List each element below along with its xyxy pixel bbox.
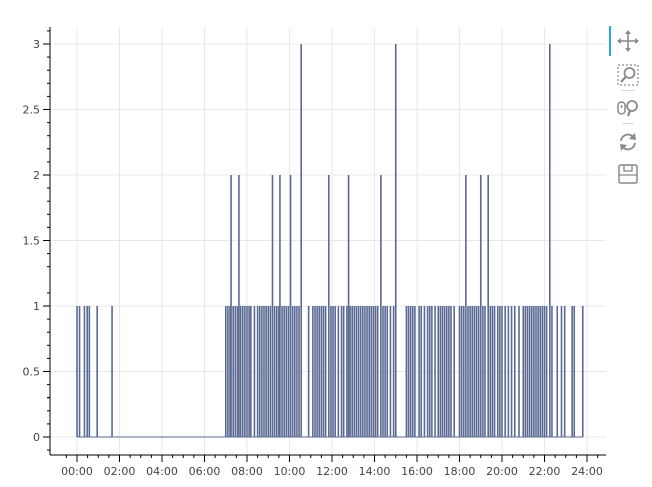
x-tick-label: 20:00 (486, 465, 518, 478)
y-tick-label: 1.5 (23, 235, 41, 248)
x-tick-label: 18:00 (444, 465, 476, 478)
y-tick-label: 0.5 (23, 366, 41, 379)
x-tick-label: 16:00 (401, 465, 433, 478)
box-zoom-icon (617, 64, 639, 86)
x-tick-label: 08:00 (231, 465, 263, 478)
pan-icon (617, 30, 639, 52)
spike-chart: 0 0.5 1 1.5 2 2.5 3 00:00 02:00 04:00 06:00 08:00 1… (22, 27, 606, 478)
toolbar-separator (622, 123, 634, 124)
reset-tool-button[interactable] (616, 130, 640, 154)
x-tick-label: 02:00 (104, 465, 136, 478)
pan-tool-button[interactable] (616, 29, 640, 53)
x-tick-label: 10:00 (274, 465, 306, 478)
spike-series[interactable] (76, 44, 584, 438)
toolbar-separator (622, 90, 634, 91)
y-axis: 0 0.5 1 1.5 2 2.5 3 (23, 27, 51, 455)
x-axis: 00:00 02:00 04:00 06:00 08:00 10:00 12:00 14:00… (50, 454, 606, 478)
x-tick-label: 06:00 (189, 465, 221, 478)
x-tick-label: 14:00 (359, 465, 391, 478)
x-tick-label: 00:00 (61, 465, 93, 478)
x-tick-label: 12:00 (316, 465, 348, 478)
x-tick-label: 22:00 (529, 465, 561, 478)
box-zoom-tool-button[interactable] (616, 63, 640, 87)
wheel-zoom-icon (617, 100, 638, 117)
wheel-zoom-tool-button[interactable] (616, 96, 640, 120)
save-icon (618, 164, 638, 184)
x-tick-label: 24:00 (571, 465, 603, 478)
y-tick-label: 1 (33, 300, 40, 313)
y-tick-label: 2 (33, 169, 40, 182)
y-tick-label: 2.5 (23, 104, 41, 117)
x-tick-label: 04:00 (146, 465, 178, 478)
chart-toolbar (606, 26, 646, 196)
y-tick-label: 3 (33, 38, 40, 51)
active-tool-indicator (609, 26, 611, 56)
save-tool-button[interactable] (616, 162, 640, 186)
y-tick-label: 0 (33, 431, 40, 444)
reset-icon (620, 133, 636, 151)
